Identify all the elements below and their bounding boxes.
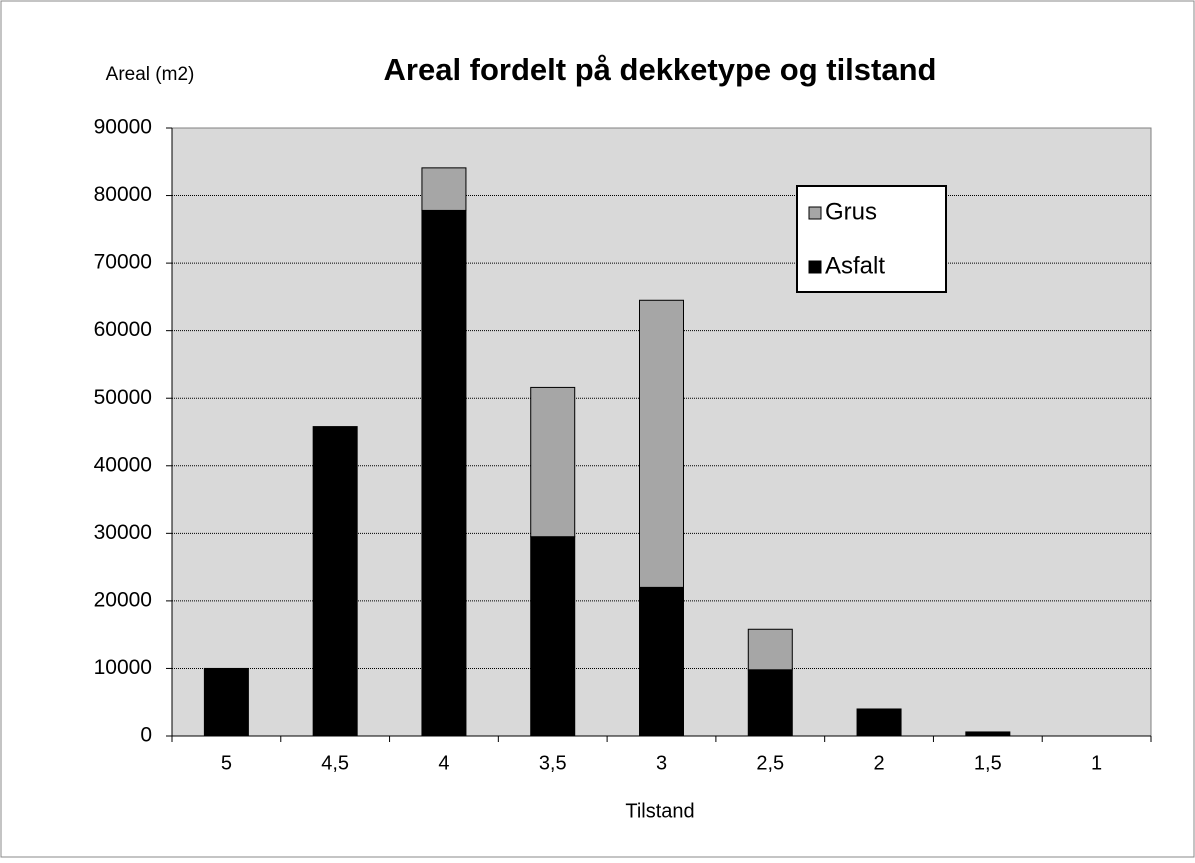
y-tick-label: 60000 bbox=[94, 318, 152, 341]
bar-segment bbox=[856, 708, 902, 737]
y-tick-label: 20000 bbox=[94, 588, 152, 611]
y-tick-label: 70000 bbox=[94, 251, 152, 274]
x-tick-label: 1 bbox=[1091, 752, 1102, 774]
bar-segment bbox=[747, 669, 793, 737]
y-axis-label: Areal (m2) bbox=[106, 64, 195, 85]
y-tick-label: 0 bbox=[140, 724, 152, 747]
bar-segment bbox=[312, 426, 358, 737]
x-tick-label: 2 bbox=[873, 752, 884, 774]
y-tick-label: 80000 bbox=[94, 183, 152, 206]
chart-title: Areal fordelt på dekketype og tilstand bbox=[384, 52, 937, 87]
bar-segment bbox=[747, 628, 793, 671]
legend-swatch bbox=[808, 260, 822, 274]
legend-swatch bbox=[808, 206, 822, 220]
bar-segment bbox=[530, 536, 576, 737]
x-tick-label: 1,5 bbox=[974, 752, 1002, 774]
x-tick-label: 4 bbox=[438, 752, 449, 774]
y-tick-label: 10000 bbox=[94, 656, 152, 679]
x-axis-label: Tilstand bbox=[625, 800, 694, 822]
y-tick-label: 40000 bbox=[94, 453, 152, 476]
x-tick-label: 3 bbox=[656, 752, 667, 774]
legend-label: Asfalt bbox=[825, 252, 885, 279]
y-tick-label: 50000 bbox=[94, 386, 152, 409]
bar-segment bbox=[203, 667, 249, 737]
legend-box bbox=[796, 185, 947, 293]
bar-segment bbox=[421, 167, 467, 211]
x-tick-label: 4,5 bbox=[321, 752, 349, 774]
y-tick-label: 30000 bbox=[94, 521, 152, 544]
bar-segment bbox=[530, 386, 576, 538]
x-tick-label: 3,5 bbox=[539, 752, 567, 774]
legend-label: Grus bbox=[825, 198, 877, 225]
bar-segment bbox=[965, 731, 1011, 737]
y-tick-label: 90000 bbox=[94, 116, 152, 139]
bar-segment bbox=[639, 299, 684, 588]
bar-segment bbox=[421, 209, 467, 737]
x-tick-label: 2,5 bbox=[756, 752, 784, 774]
x-tick-label: 5 bbox=[221, 752, 232, 774]
bar-segment bbox=[639, 586, 684, 737]
